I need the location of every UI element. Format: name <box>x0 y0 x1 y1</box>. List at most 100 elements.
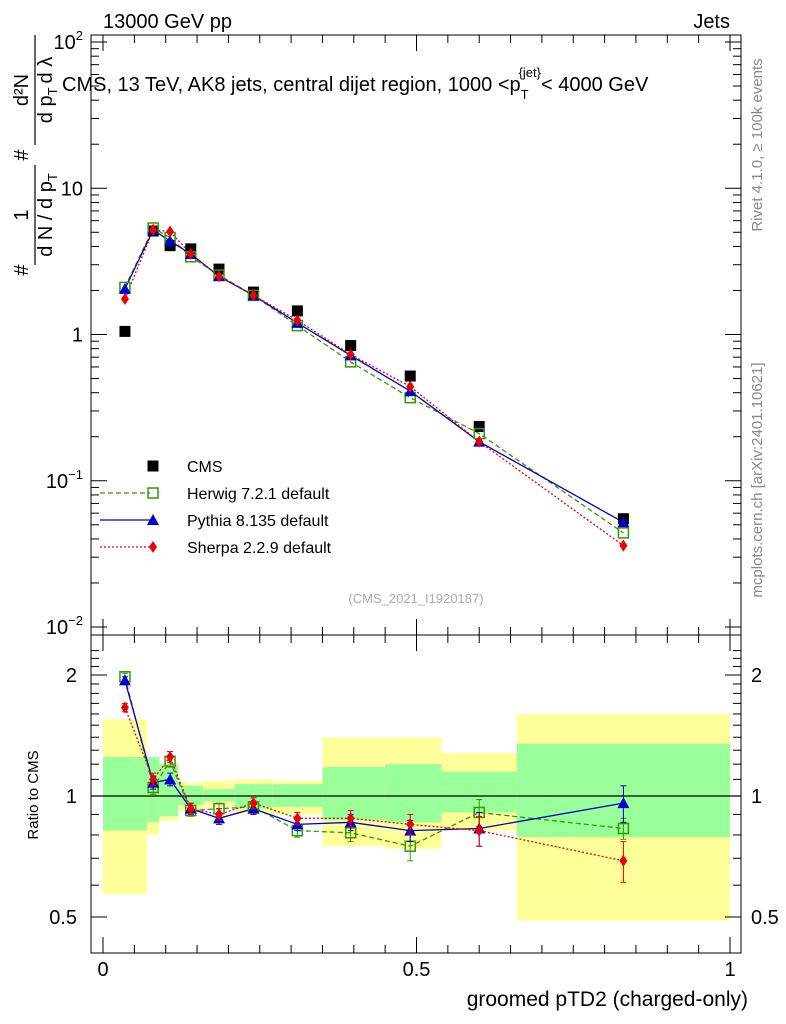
ratio-y-tick-label-left: 0.5 <box>49 907 77 929</box>
ratio-point-sherpa <box>293 812 302 825</box>
data-point-cms <box>119 325 131 337</box>
legend: CMS Herwig 7.2.1 default Pythia 8.135 defa… <box>100 459 332 557</box>
data-point-pythia <box>617 516 630 528</box>
x-tick-labels: 0 0.5 1 <box>97 959 735 981</box>
rivet-label: Rivet 4.1.0, ≥ 100k events <box>749 58 766 231</box>
y-tick-label-exp: 2 <box>76 28 83 43</box>
header-left: 13000 GeV pp <box>103 11 232 33</box>
y-tick-label: 10 <box>61 178 83 200</box>
ratio-band-inner <box>322 767 386 821</box>
ratio-point-sherpa <box>186 802 195 815</box>
ylabel-frac-left-num: 1 <box>11 209 33 220</box>
legend-label: Pythia 8.135 default <box>187 513 329 530</box>
ylabel-hash-2: # <box>11 149 33 161</box>
ratio-point-sherpa <box>249 797 258 810</box>
legend-marker <box>147 487 159 499</box>
y-tick-label: 10−1 <box>46 467 83 493</box>
ratio-point-sherpa <box>214 808 223 821</box>
ratio-line-herwig <box>124 676 624 847</box>
ratio-bands <box>91 713 741 921</box>
ratio-axes: 2 2 1 1 0.5 0.5 <box>49 635 779 953</box>
y-tick-label-base: 10 <box>54 32 76 54</box>
y-tick-label: 1 <box>72 325 83 347</box>
ratio-band-inner <box>203 789 235 802</box>
x-tick-label: 0.5 <box>403 959 431 981</box>
ratio-point-pythia <box>118 674 131 686</box>
legend-marker <box>149 541 157 553</box>
ratio-y-tick-label-right: 2 <box>751 665 762 687</box>
x-axis-label: groomed pTD2 (charged-only) <box>467 988 748 1011</box>
legend-label: Herwig 7.2.1 default <box>187 486 330 503</box>
plot-title-sup: {jet} <box>519 65 542 80</box>
plot-title-tail: < 4000 GeV <box>541 74 649 96</box>
ratio-point-sherpa <box>619 854 628 867</box>
analysis-id: (CMS_2021_I1920187) <box>348 591 483 606</box>
legend-label: CMS <box>187 459 223 476</box>
data-point-pythia <box>164 235 177 247</box>
ratio-y-tick-label-right: 1 <box>751 786 762 808</box>
ratio-point-sherpa <box>166 751 175 764</box>
data-point-sherpa <box>149 223 158 236</box>
data-point-sherpa <box>293 314 302 327</box>
legend-marker <box>147 460 159 472</box>
main-series <box>118 222 630 552</box>
plot-title: CMS, 13 TeV, AK8 jets, central dijet reg… <box>62 65 649 102</box>
x-tick-label: 1 <box>724 959 735 981</box>
ylabel-frac-right-den-main: d p <box>35 95 57 123</box>
legend-item: Herwig 7.2.1 default <box>100 486 330 503</box>
y-axis-label-ratio: Ratio to CMS <box>25 750 42 839</box>
y-tick-label-exp: −2 <box>68 613 83 628</box>
ratio-point-sherpa <box>149 773 158 786</box>
ratio-band-inner <box>159 764 179 817</box>
ratio-y-tick-label-left: 1 <box>66 786 77 808</box>
legend-item: Pythia 8.135 default <box>100 513 329 530</box>
ratio-point-sherpa <box>406 818 415 831</box>
data-point-sherpa <box>619 539 628 552</box>
ylabel-frac-right-den-tail: d λ <box>35 57 57 84</box>
x-tick-label: 0 <box>97 959 108 981</box>
ratio-panel: 2 2 1 1 0.5 0.5 <box>49 634 779 954</box>
ylabel-hash: # <box>11 264 33 276</box>
data-point-cms <box>404 370 416 382</box>
data-point-herwig <box>617 527 630 539</box>
ratio-point-pythia <box>617 797 630 809</box>
ratio-series <box>118 671 630 883</box>
y-axis-label-main: # 1 d N / d pT # d²N d pTd λ <box>11 35 60 276</box>
ratio-point-pythia <box>164 773 177 785</box>
data-point-sherpa <box>186 248 195 261</box>
y-tick-label-exp: −1 <box>68 467 83 482</box>
data-point-sherpa <box>346 348 355 361</box>
ratio-point-sherpa <box>120 701 129 714</box>
ratio-y-tick-label-left: 2 <box>66 665 77 687</box>
ylabel-frac-left-den: d N / d pT <box>35 173 60 257</box>
data-point-sherpa <box>166 225 175 238</box>
ratio-line-sherpa <box>124 707 624 862</box>
data-point-sherpa <box>249 289 258 302</box>
data-point-pythia <box>118 282 131 294</box>
ratio-band-inner <box>385 764 442 823</box>
data-point-sherpa <box>406 380 415 393</box>
data-point-cms <box>213 263 225 275</box>
ratio-point-sherpa <box>475 824 484 837</box>
header-right: Jets <box>693 11 730 33</box>
data-point-cms <box>291 305 303 317</box>
ylabel-frac-left-den-sub: T <box>45 173 60 181</box>
legend-item: Sherpa 2.2.9 default <box>100 540 332 557</box>
plot-title-main: CMS, 13 TeV, AK8 jets, central dijet reg… <box>62 74 521 96</box>
mcplots-label: mcplots.cern.ch [arXiv:2401.10621] <box>749 362 766 597</box>
y-tick-label-base: 10 <box>46 471 68 493</box>
y-tick-label: 10−2 <box>46 613 83 639</box>
ratio-point-sherpa <box>346 812 355 825</box>
plot-title-sub: T <box>521 87 529 102</box>
data-point-cms <box>345 340 357 352</box>
legend-item: CMS <box>147 459 223 476</box>
ratio-band-inner <box>103 757 147 831</box>
data-point-sherpa <box>214 270 223 283</box>
ylabel-frac-right-num: d²N <box>11 74 33 106</box>
ylabel-frac-right-den-sub: T <box>45 87 60 95</box>
y-tick-label-base: 10 <box>46 617 68 639</box>
data-point-cms <box>473 420 485 432</box>
